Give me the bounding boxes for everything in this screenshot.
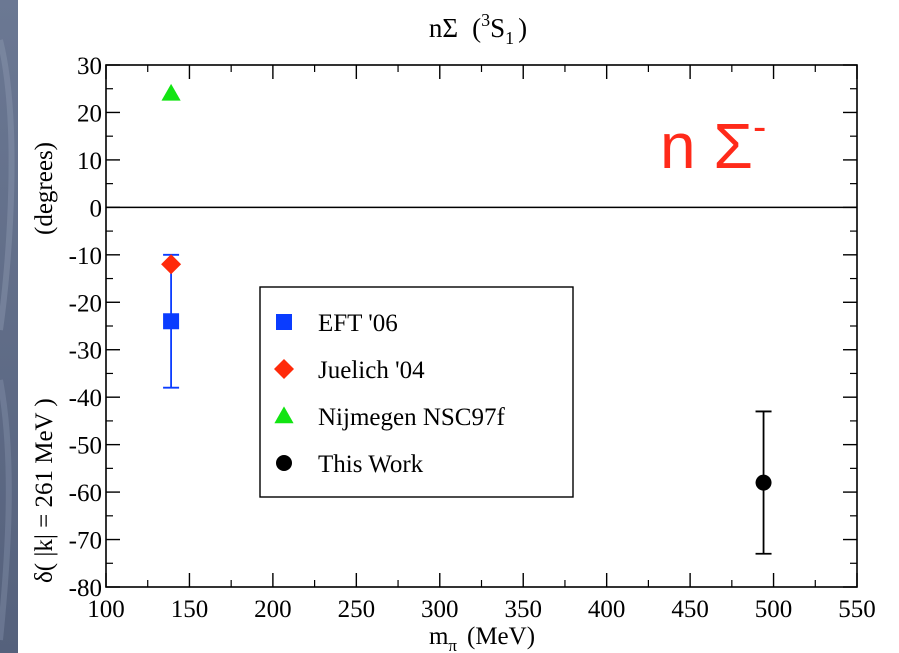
y-tick-label: 30 — [77, 53, 102, 80]
x-tick-label: 350 — [504, 596, 542, 623]
legend-marker-triangle — [274, 406, 294, 424]
x-tick-label: 150 — [171, 596, 209, 623]
y-axis-unit: (degrees) — [31, 142, 58, 235]
y-axis-label: δ( |k| = 261 MeV ) — [31, 398, 58, 583]
legend-label: EFT '06 — [318, 310, 398, 337]
x-tick-label: 500 — [755, 596, 793, 623]
x-tick-labels: 100 150 200 250 300 350 400 450 500 550 — [87, 596, 876, 623]
legend-marker-diamond — [274, 359, 294, 379]
x-tick-label: 400 — [588, 596, 626, 623]
data-marks — [161, 83, 772, 555]
x-axis-label: mπ (MeV) — [429, 623, 535, 653]
x-tick-label: 550 — [838, 596, 876, 623]
y-tick-label: -50 — [69, 433, 102, 460]
x-tick-label: 250 — [338, 596, 376, 623]
y-tick-label: 10 — [77, 148, 102, 175]
annotation-n-sigma: n Σ- — [660, 105, 766, 182]
data-point-circle — [755, 474, 772, 491]
x-tick-label: 300 — [421, 596, 459, 623]
y-tick-label: -70 — [69, 528, 102, 555]
legend-marker-square — [276, 314, 292, 330]
y-tick-label: 20 — [77, 100, 102, 127]
y-tick-label: -40 — [69, 385, 102, 412]
legend-box — [259, 286, 574, 498]
legend-label: Nijmegen NSC97f — [318, 404, 505, 431]
y-tick-labels: 30 20 10 0 -10 -20 -30 -40 -50 -60 -70 -80 — [69, 53, 102, 602]
data-point-square — [163, 313, 180, 330]
data-point-triangle — [161, 83, 181, 101]
y-tick-label: -80 — [69, 575, 102, 602]
data-point-diamond — [161, 254, 182, 275]
legend-marker-circle — [276, 455, 292, 471]
y-tick-label: -30 — [69, 338, 102, 365]
x-tick-label: 100 — [87, 596, 125, 623]
y-tick-label: -60 — [69, 480, 102, 507]
legend-label: This Work — [318, 451, 424, 478]
y-tick-label: -10 — [69, 243, 102, 270]
legend: EFT '06 Juelich '04 Nijmegen NSC97f This Wo… — [274, 310, 505, 478]
y-tick-label: -20 — [69, 290, 102, 317]
x-tick-label: 450 — [671, 596, 709, 623]
legend-label: Juelich '04 — [318, 357, 425, 384]
x-tick-label: 200 — [254, 596, 292, 623]
y-tick-label: 0 — [90, 195, 103, 222]
chart-title: nΣ (3S1) — [429, 10, 527, 48]
